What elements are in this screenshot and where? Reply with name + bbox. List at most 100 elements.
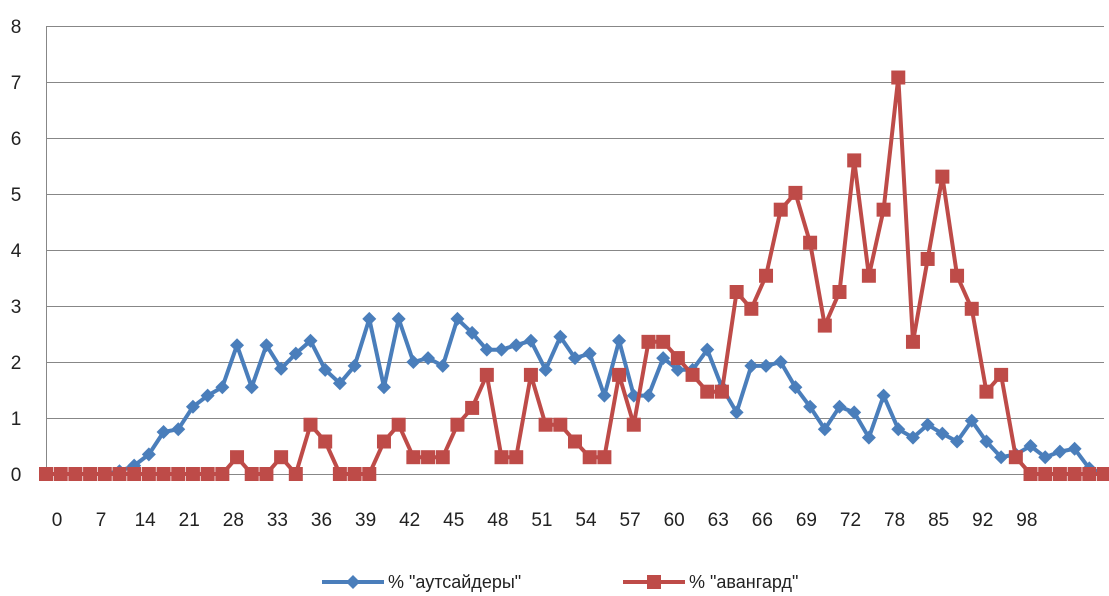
data-point [127,467,142,481]
data-point [861,430,876,445]
data-point [817,318,832,333]
data-point [994,450,1009,465]
x-tick-label: 60 [664,510,685,531]
data-point [465,325,480,340]
data-point [861,268,876,283]
x-tick-label: 69 [796,510,817,531]
x-tick-label: 33 [267,510,288,531]
data-point [568,434,582,449]
data-point [656,334,671,349]
data-point [641,388,656,403]
data-point [53,467,68,481]
data-point [744,358,759,373]
x-tick-label: 45 [443,510,464,531]
data-point [1052,444,1067,459]
x-tick-label: 54 [575,510,597,531]
data-point [274,361,289,376]
y-tick-label: 3 [11,297,22,318]
data-point [141,447,156,462]
data-point [200,388,215,403]
data-point [185,467,200,481]
y-tick-label: 1 [11,409,22,430]
data-point [83,467,98,481]
data-point [215,380,230,395]
data-point [97,467,112,481]
data-point [332,376,347,391]
data-point [347,467,362,481]
data-point [979,434,994,449]
data-point [479,342,494,357]
x-tick-label: 66 [752,510,773,531]
data-point [656,351,671,366]
data-point [876,388,891,403]
data-point [582,346,597,361]
data-point [832,399,847,414]
data-point [817,422,832,437]
data-point [303,333,318,348]
legend-label: % "аутсайдеры" [388,572,521,592]
x-axis-tick-labels: 0 7 14 21 28 33 36 39 42 45 48 51 54 57 60 63 66 69 72 78 85… [52,510,1038,531]
data-point [553,417,568,432]
data-point [773,355,788,369]
data-point [450,311,465,326]
data-point [891,70,906,85]
data-point [509,450,524,465]
data-point [450,417,465,432]
data-point [700,342,715,357]
data-point [582,450,597,465]
data-point [729,405,744,420]
data-point [950,434,965,449]
data-point [994,367,1009,382]
data-point [376,380,391,395]
data-point [362,467,377,481]
data-point [68,467,83,481]
data-point [288,346,303,361]
legend-marker [647,575,661,589]
y-tick-label: 7 [11,73,22,94]
data-point [494,342,509,357]
data-point [523,333,538,348]
data-point [759,268,774,283]
series-layer [39,70,1109,481]
data-point [112,467,127,481]
data-point [641,334,656,349]
data-point [700,384,715,399]
data-point [759,358,774,373]
data-point [1008,450,1023,465]
data-point [538,362,553,377]
data-point [670,362,685,377]
data-point [670,351,685,366]
data-point [1023,439,1038,453]
x-tick-label: 85 [928,510,949,531]
x-tick-label: 57 [620,510,641,531]
data-point [39,467,53,481]
y-tick-label: 2 [11,353,22,374]
data-point [979,384,994,399]
x-tick-label: 78 [884,510,905,531]
data-point [332,467,347,481]
data-point [259,467,274,481]
series-1 [39,311,1109,481]
x-tick-label: 39 [355,510,376,531]
data-point [230,338,245,353]
data-point [200,467,215,481]
data-point [244,467,259,481]
x-tick-label: 28 [223,510,244,531]
data-point [1097,467,1109,481]
data-point [376,434,391,449]
data-point [185,399,200,414]
legend-marker [346,575,360,589]
x-tick-label: 21 [179,510,200,531]
data-point [803,399,818,414]
data-point [421,450,436,465]
data-point [215,467,230,481]
data-point [244,380,259,395]
data-point [318,362,333,377]
data-point [494,450,509,465]
data-point [435,358,450,373]
data-point [803,235,818,250]
x-tick-label: 72 [840,510,861,531]
data-point [141,467,156,481]
